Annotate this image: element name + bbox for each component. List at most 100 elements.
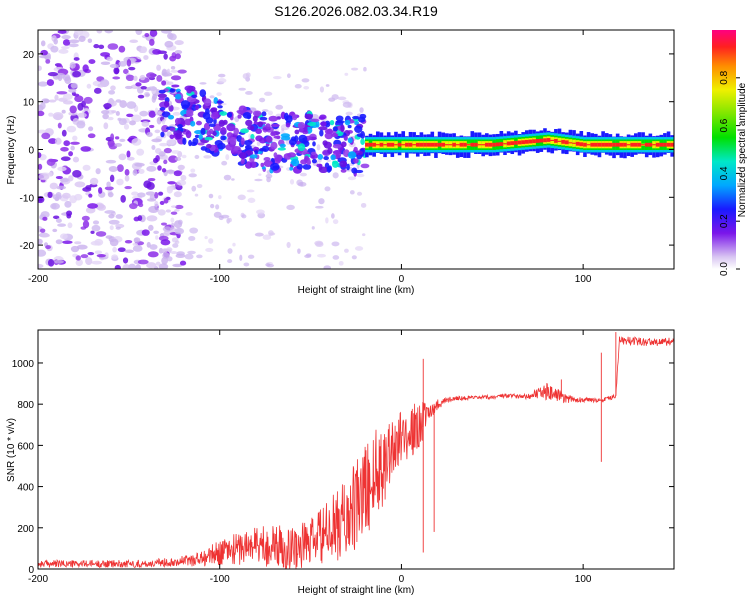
heatmap-cell: [87, 133, 96, 139]
heatmap-cell: [221, 160, 228, 166]
heatmap-cell: [352, 115, 360, 120]
heatmap-cell: [528, 139, 533, 144]
heatmap-cell: [73, 57, 80, 61]
heatmap-cell: [546, 138, 551, 142]
heatmap-cell: [163, 197, 169, 204]
heatmap-cell: [72, 156, 80, 163]
heatmap-cell: [133, 75, 138, 81]
heatmap-cell: [146, 165, 157, 172]
heatmap-cell: [144, 32, 150, 38]
heatmap-cell: [158, 263, 169, 269]
heatmap-cell: [163, 159, 168, 165]
heatmap-cell: [91, 224, 101, 232]
heatmap-cell: [68, 151, 74, 157]
heatmap-cell: [641, 144, 645, 146]
heatmap-cell: [124, 239, 133, 244]
heatmap-cell: [169, 33, 177, 41]
heatmap-cell: [148, 205, 159, 213]
heatmap-cell: [70, 82, 78, 89]
heatmap-cell: [57, 166, 67, 172]
heatmap-cell: [61, 129, 67, 137]
heatmap-cell: [175, 253, 186, 258]
heatmap-cell: [208, 193, 214, 199]
heatmap-cell: [259, 116, 268, 121]
heatmap-cell: [173, 170, 182, 177]
heatmap-cell: [108, 219, 120, 225]
heatmap-x-tick-label: -100: [210, 274, 230, 285]
heatmap-cell: [125, 74, 135, 82]
heatmap-cell: [285, 122, 291, 128]
heatmap-cell: [141, 229, 150, 236]
heatmap-cell: [112, 246, 117, 253]
heatmap-cell: [38, 249, 47, 257]
heatmap-cell: [166, 139, 176, 145]
heatmap-cell: [210, 203, 215, 209]
heatmap-cell: [199, 89, 207, 98]
heatmap-cell: [180, 174, 187, 181]
heatmap-cell: [109, 225, 114, 231]
heatmap-cell: [57, 223, 67, 227]
heatmap-cell: [204, 236, 208, 240]
heatmap-cell: [215, 204, 220, 210]
heatmap-cell: [356, 133, 364, 138]
heatmap-cell: [135, 82, 142, 87]
heatmap-cell: [57, 122, 62, 129]
heatmap-cell: [343, 135, 348, 141]
heatmap-cell: [73, 93, 80, 97]
snr-frame: [37, 329, 675, 570]
heatmap-cell: [145, 191, 156, 196]
heatmap-cell: [88, 193, 93, 198]
heatmap-cell: [103, 102, 112, 109]
heatmap-cell: [220, 127, 227, 135]
heatmap-cell: [138, 202, 144, 208]
heatmap-cell: [268, 230, 274, 236]
heatmap-cell: [107, 191, 114, 198]
heatmap-cell: [168, 155, 178, 163]
heatmap-cell: [249, 154, 258, 159]
heatmap-cell: [155, 235, 159, 240]
heatmap-cell: [175, 204, 184, 210]
heatmap-cell: [397, 142, 402, 147]
heatmap-cell: [105, 235, 113, 239]
heatmap-cell: [128, 66, 136, 71]
heatmap-cell: [54, 259, 64, 264]
heatmap-cell: [375, 144, 380, 146]
heatmap-cell: [426, 142, 431, 147]
heatmap-cell: [648, 142, 653, 147]
heatmap-cell: [663, 142, 667, 147]
heatmap-cell: [174, 240, 180, 244]
heatmap-cell: [245, 119, 253, 127]
heatmap-cell: [415, 142, 420, 147]
heatmap-cell: [126, 59, 132, 67]
heatmap-cell: [47, 259, 55, 267]
heatmap-cell: [344, 119, 351, 126]
heatmap-cell: [104, 30, 113, 34]
heatmap-cell: [109, 238, 119, 247]
heatmap-cell: [379, 142, 384, 147]
snr-y-tick-label: 0: [28, 565, 34, 576]
heatmap-cell: [340, 124, 345, 133]
heatmap-cell: [327, 165, 333, 172]
heatmap-cell: [97, 83, 105, 88]
heatmap-cell: [167, 169, 174, 175]
heatmap-cell: [196, 183, 203, 189]
heatmap-cell: [158, 247, 164, 254]
heatmap-cell: [296, 163, 303, 170]
heatmap-cell: [173, 191, 182, 198]
heatmap-cell: [43, 99, 49, 103]
heatmap-cell: [177, 124, 183, 129]
heatmap-cell: [62, 240, 73, 244]
heatmap-cell: [87, 38, 93, 44]
heatmap-cell: [163, 100, 170, 108]
heatmap-cell: [191, 94, 198, 99]
heatmap-cell: [82, 64, 89, 73]
heatmap-cell: [254, 232, 264, 237]
heatmap-x-tick-label: -200: [28, 274, 48, 285]
heatmap-cell: [88, 59, 96, 65]
heatmap-cell: [244, 161, 253, 169]
heatmap-cell: [619, 142, 624, 147]
heatmap-cell: [112, 76, 121, 80]
heatmap-cell: [223, 174, 232, 181]
heatmap-cell: [157, 165, 162, 171]
